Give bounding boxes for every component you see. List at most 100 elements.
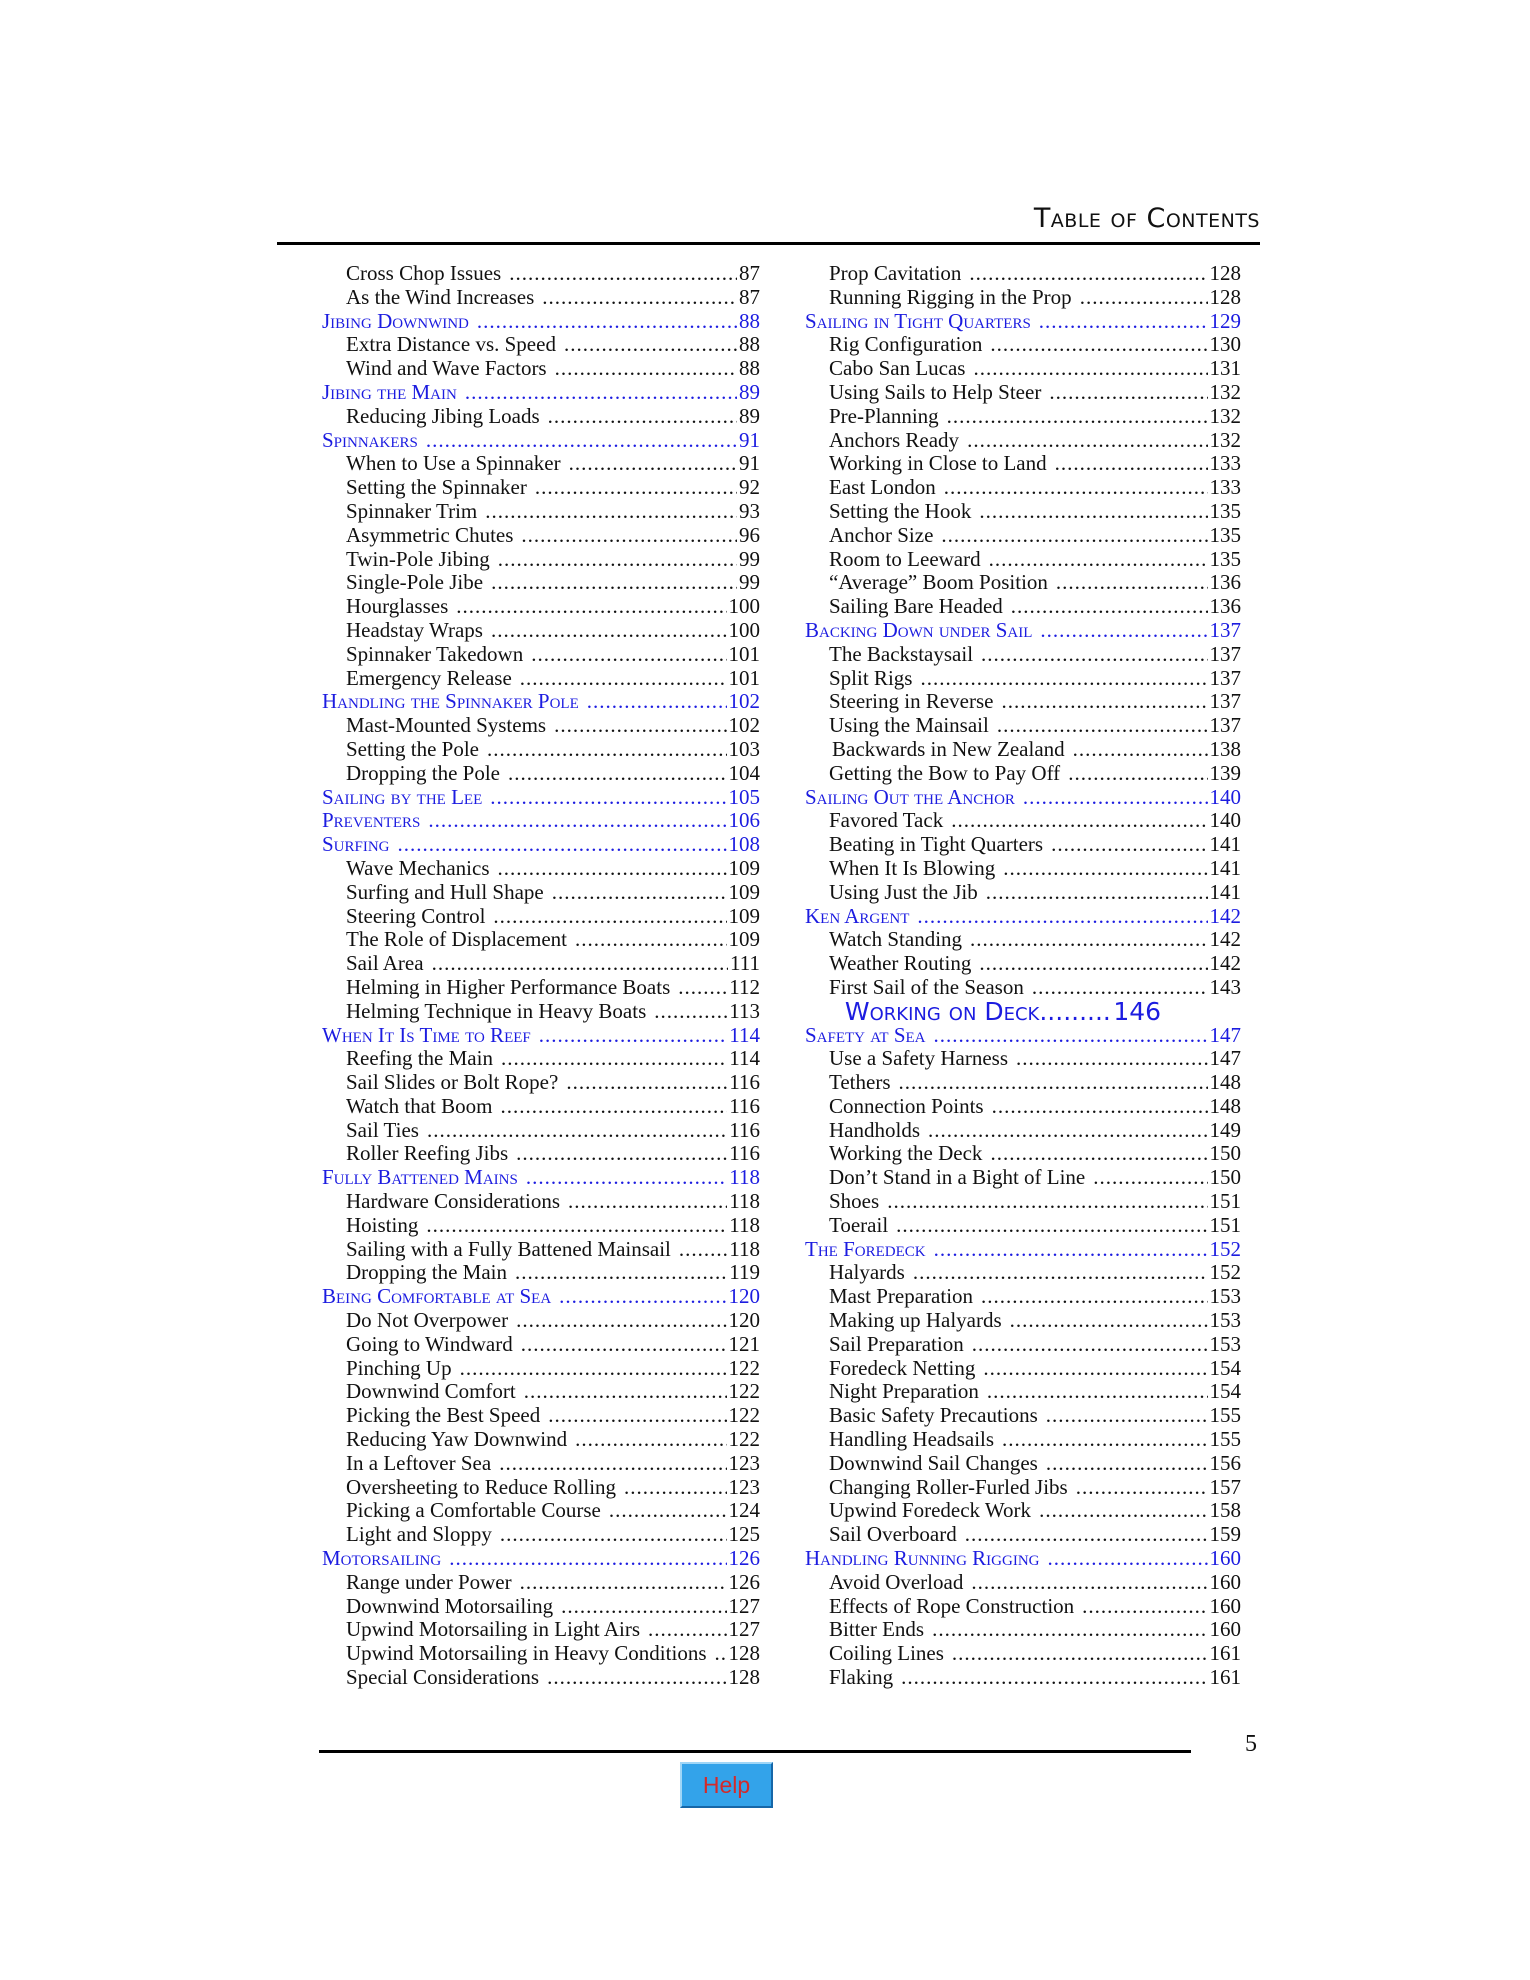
toc-entry[interactable]: Reducing Yaw Downwind 122 (322, 1427, 760, 1452)
toc-section-link[interactable]: Motorsailing 126 (322, 1546, 760, 1571)
toc-entry[interactable]: Downwind Sail Changes 156 (805, 1451, 1241, 1476)
toc-entry[interactable]: Range under Power 126 (322, 1570, 760, 1595)
toc-entry[interactable]: Single-Pole Jibe 99 (322, 571, 760, 595)
toc-entry[interactable]: Hardware Considerations 118 (322, 1189, 760, 1214)
toc-entry[interactable]: Using Just the Jib 141 (805, 880, 1241, 905)
toc-entry[interactable]: Split Rigs 137 (805, 666, 1241, 691)
toc-entry[interactable]: Prop Cavitation 128 (805, 261, 1241, 286)
toc-section-link[interactable]: The Foredeck 152 (805, 1237, 1241, 1262)
toc-entry[interactable]: Basic Safety Precautions 155 (805, 1403, 1241, 1428)
toc-entry[interactable]: Anchor Size 135 (805, 523, 1241, 548)
toc-entry[interactable]: Bitter Ends 160 (805, 1618, 1241, 1642)
toc-entry[interactable]: Extra Distance vs. Speed 88 (322, 333, 760, 357)
toc-section-link[interactable]: Jibing Downwind 88 (322, 309, 760, 334)
toc-entry[interactable]: When It Is Blowing 141 (805, 856, 1241, 881)
toc-entry[interactable]: Anchors Ready 132 (805, 428, 1241, 453)
toc-entry[interactable]: Light and Sloppy 125 (322, 1522, 760, 1547)
toc-entry[interactable]: Wind and Wave Factors 88 (322, 356, 760, 381)
toc-entry[interactable]: Don’t Stand in a Bight of Line 150 (805, 1165, 1241, 1190)
toc-entry[interactable]: Sailing Bare Headed 136 (805, 594, 1241, 619)
toc-entry[interactable]: Room to Leeward 135 (805, 547, 1241, 572)
toc-entry[interactable]: Toerail 151 (805, 1213, 1241, 1238)
toc-entry[interactable]: Setting the Pole 103 (322, 737, 760, 762)
help-button[interactable]: Help (680, 1762, 773, 1808)
toc-entry[interactable]: Hourglasses 100 (322, 594, 760, 619)
toc-section-link[interactable]: Sailing by the Lee 105 (322, 785, 760, 810)
toc-entry[interactable]: Upwind Foredeck Work 158 (805, 1499, 1241, 1523)
toc-section-link[interactable]: Handling the Spinnaker Pole 102 (322, 690, 760, 714)
toc-entry[interactable]: Sailing with a Fully Battened Mainsail 11… (322, 1237, 760, 1262)
toc-section-link[interactable]: Handling Running Rigging 160 (805, 1546, 1241, 1571)
toc-entry[interactable]: Making up Halyards 153 (805, 1308, 1241, 1333)
toc-entry[interactable]: Do Not Overpower 120 (322, 1308, 760, 1333)
toc-entry[interactable]: Special Considerations 128 (322, 1665, 760, 1690)
toc-entry[interactable]: Mast Preparation 153 (805, 1284, 1241, 1309)
toc-section-link[interactable]: Safety at Sea 147 (805, 1023, 1241, 1048)
toc-section-link[interactable]: Sailing in Tight Quarters 129 (805, 309, 1241, 334)
toc-entry[interactable]: Helming Technique in Heavy Boats 113 (322, 999, 760, 1024)
toc-entry[interactable]: Avoid Overload 160 (805, 1570, 1241, 1595)
toc-entry[interactable]: First Sail of the Season 143 (805, 975, 1241, 1000)
toc-entry[interactable]: Twin-Pole Jibing 99 (322, 547, 760, 572)
toc-entry[interactable]: Coiling Lines 161 (805, 1641, 1241, 1666)
toc-entry[interactable]: Using the Mainsail 137 (805, 713, 1241, 738)
toc-entry[interactable]: Working in Close to Land 133 (805, 452, 1241, 476)
toc-entry[interactable]: Beating in Tight Quarters 141 (805, 832, 1241, 857)
toc-entry[interactable]: Sail Slides or Bolt Rope? 116 (322, 1070, 760, 1095)
toc-entry[interactable]: Halyards 152 (805, 1261, 1241, 1285)
toc-entry[interactable]: Tethers 148 (805, 1070, 1241, 1095)
toc-section-link[interactable]: Preventers 106 (322, 809, 760, 833)
toc-entry[interactable]: The Backstaysail 137 (805, 642, 1241, 667)
toc-entry[interactable]: Pinching Up 122 (322, 1356, 760, 1381)
toc-section-link[interactable]: Surfing 108 (322, 832, 760, 857)
toc-entry[interactable]: Wave Mechanics 109 (322, 856, 760, 881)
toc-entry[interactable]: Picking a Comfortable Course 124 (322, 1499, 760, 1523)
toc-entry[interactable]: Effects of Rope Construction 160 (805, 1594, 1241, 1619)
toc-entry[interactable]: Going to Windward 121 (322, 1332, 760, 1357)
toc-entry[interactable]: Headstay Wraps 100 (322, 618, 760, 643)
toc-entry[interactable]: Connection Points 148 (805, 1094, 1241, 1119)
toc-entry[interactable]: In a Leftover Sea 123 (322, 1451, 760, 1476)
toc-entry[interactable]: Sail Area 111 (322, 951, 760, 976)
toc-entry[interactable]: Helming in Higher Performance Boats 112 (322, 975, 760, 1000)
toc-entry[interactable]: East London 133 (805, 475, 1241, 500)
toc-entry[interactable]: Upwind Motorsailing in Light Airs 127 (322, 1618, 760, 1642)
toc-entry[interactable]: When to Use a Spinnaker 91 (322, 452, 760, 476)
toc-entry[interactable]: Rig Configuration 130 (805, 333, 1241, 357)
toc-entry[interactable]: Backwards in New Zealand 138 (805, 737, 1241, 762)
toc-entry[interactable]: Shoes 151 (805, 1189, 1241, 1214)
toc-part-heading[interactable]: Working on Deck 146 (805, 999, 1241, 1024)
toc-section-link[interactable]: Spinnakers 91 (322, 428, 760, 453)
toc-entry[interactable]: Sail Ties 116 (322, 1118, 760, 1143)
toc-entry[interactable]: Using Sails to Help Steer 132 (805, 380, 1241, 405)
toc-entry[interactable]: Steering in Reverse 137 (805, 690, 1241, 714)
toc-entry[interactable]: Reefing the Main 114 (322, 1046, 760, 1071)
toc-entry[interactable]: Handling Headsails 155 (805, 1427, 1241, 1452)
toc-entry[interactable]: Foredeck Netting 154 (805, 1356, 1241, 1381)
toc-entry[interactable]: Surfing and Hull Shape 109 (322, 880, 760, 905)
toc-entry[interactable]: Mast-Mounted Systems 102 (322, 713, 760, 738)
toc-entry[interactable]: Working the Deck 150 (805, 1142, 1241, 1166)
toc-entry[interactable]: Cabo San Lucas 131 (805, 356, 1241, 381)
toc-entry[interactable]: Upwind Motorsailing in Heavy Conditions 1… (322, 1641, 760, 1666)
toc-entry[interactable]: Setting the Hook 135 (805, 499, 1241, 524)
toc-entry[interactable]: Sail Preparation 153 (805, 1332, 1241, 1357)
toc-entry[interactable]: Setting the Spinnaker 92 (322, 475, 760, 500)
toc-entry[interactable]: Emergency Release 101 (322, 666, 760, 691)
toc-entry[interactable]: Pre-Planning 132 (805, 404, 1241, 429)
toc-entry[interactable]: Use a Safety Harness 147 (805, 1046, 1241, 1071)
toc-entry[interactable]: Roller Reefing Jibs 116 (322, 1142, 760, 1166)
toc-entry[interactable]: Spinnaker Takedown 101 (322, 642, 760, 667)
toc-entry[interactable]: Cross Chop Issues 87 (322, 261, 760, 286)
toc-section-link[interactable]: Being Comfortable at Sea 120 (322, 1284, 760, 1309)
toc-section-link[interactable]: Jibing the Main 89 (322, 380, 760, 405)
toc-entry[interactable]: Dropping the Main 119 (322, 1261, 760, 1285)
toc-entry[interactable]: Running Rigging in the Prop 128 (805, 285, 1241, 310)
toc-entry[interactable]: Oversheeting to Reduce Rolling 123 (322, 1475, 760, 1500)
toc-section-link[interactable]: Backing Down under Sail 137 (805, 618, 1241, 643)
toc-entry[interactable]: “Average” Boom Position 136 (805, 571, 1241, 595)
toc-entry[interactable]: Dropping the Pole 104 (322, 761, 760, 786)
toc-entry[interactable]: Handholds 149 (805, 1118, 1241, 1143)
toc-entry[interactable]: Hoisting 118 (322, 1213, 760, 1238)
toc-entry[interactable]: Night Preparation 154 (805, 1380, 1241, 1404)
